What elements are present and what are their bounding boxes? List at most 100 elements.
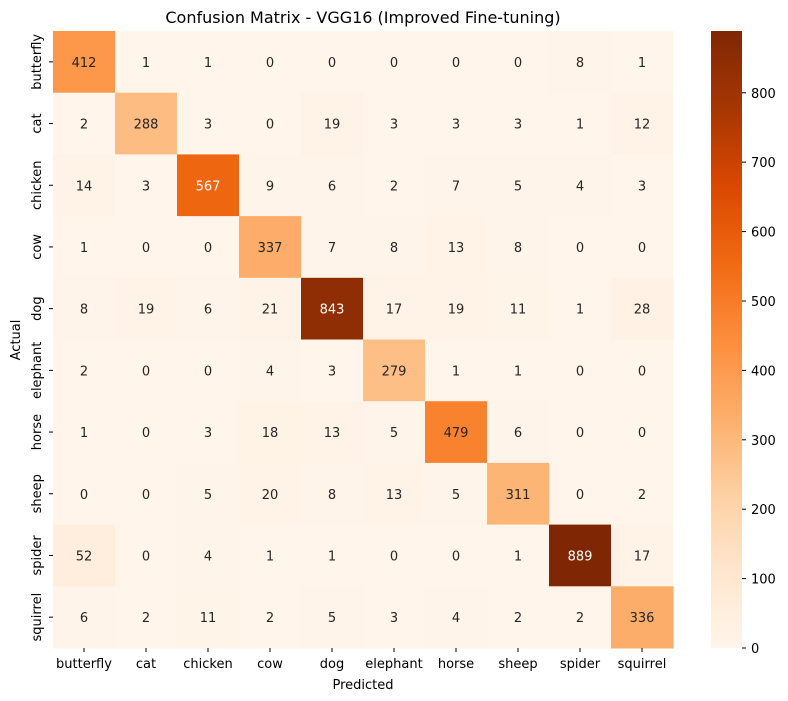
cell-value-label: 889 [568,549,593,564]
y-axis-label: Actual [9,320,24,361]
heatmap-cell [611,154,674,217]
heatmap-cell [425,216,488,279]
heatmap-cell [301,92,364,155]
cell-value-label: 0 [80,488,88,503]
heatmap-cell [549,92,612,155]
cell-value-label: 6 [204,303,212,318]
heatmap-cell [363,92,426,155]
cell-value-label: 279 [382,364,407,379]
cell-value-label: 52 [76,549,93,564]
heatmap-cell [239,339,302,402]
cell-value-label: 11 [200,611,217,626]
heatmap-cell [239,524,302,587]
heatmap-cell [363,277,426,340]
heatmap-cell [115,462,178,526]
cell-value-label: 4 [204,549,212,564]
cell-value-label: 0 [142,426,150,441]
heatmap-cell [239,462,302,526]
cell-value-label: 1 [452,364,460,379]
cell-value-label: 5 [328,611,336,626]
heatmap-cell [115,524,178,587]
heatmap-cell [301,216,364,279]
cell-value-label: 0 [266,56,274,71]
heatmap-cell [115,92,178,155]
cell-value-label: 288 [134,118,159,133]
heatmap-cell [549,31,612,94]
x-axis-ticks: butterfly cat chicken cow dog elephant horse sh… [56,648,666,672]
cell-value-label: 2 [390,179,398,194]
cell-value-label: 9 [266,179,274,194]
cell-value-label: 0 [452,56,460,71]
colorbar-tick-label: 200 [751,503,776,518]
cell-value-label: 3 [204,118,212,133]
y-tick-label: chicken [30,161,45,210]
heatmap-cell [53,92,116,155]
colorbar-tick-label: 100 [751,573,776,588]
colorbar-ticks: 0 100 200 300 400 500 600 700 800 [742,87,776,657]
cell-value-label: 2 [80,118,88,133]
x-tick-label: spider [560,657,601,672]
cell-value-label: 0 [638,426,646,441]
heatmap-cell [363,462,426,526]
cell-value-label: 12 [634,118,651,133]
heatmap-cell [363,154,426,217]
cell-value-label: 0 [328,56,336,71]
heatmap-cell [115,154,178,217]
cell-value-label: 6 [514,426,522,441]
y-tick-label: horse [30,414,45,450]
heatmap-cell [425,154,488,217]
cell-value-label: 0 [576,488,584,503]
colorbar-tick-label: 700 [751,156,776,171]
heatmap-cell [53,524,116,587]
y-axis-ticks: butterfly cat chicken cow dog elephant horse sh… [30,34,53,641]
cell-value-label: 1 [576,118,584,133]
cell-value-label: 13 [386,488,403,503]
cell-value-label: 0 [142,364,150,379]
cell-value-label: 479 [444,426,469,441]
cell-value-label: 13 [448,241,465,256]
heatmap-cell [177,586,240,649]
colorbar-tick-label: 600 [751,226,776,241]
heatmap-cell [611,31,674,94]
heatmap-cell [611,339,674,402]
x-axis-label: Predicted [332,678,393,693]
heatmap-cell [363,524,426,587]
cell-value-label: 19 [138,303,155,318]
cell-value-label: 18 [262,426,279,441]
x-tick-label: squirrel [618,657,667,672]
heatmap-cell [177,216,240,279]
cell-value-label: 8 [80,303,88,318]
heatmap-cell [177,92,240,155]
x-tick-label: cow [257,657,283,672]
cell-value-label: 1 [204,56,212,71]
heatmap-cell [177,524,240,587]
cell-value-label: 2 [514,611,522,626]
y-tick-label: elephant [30,342,45,399]
heatmap-cell [301,586,364,649]
heatmap-cell [239,154,302,217]
cell-value-label: 8 [328,488,336,503]
cell-value-label: 1 [80,241,88,256]
cell-value-label: 0 [576,364,584,379]
x-tick-label: dog [320,657,344,672]
cell-value-label: 0 [576,241,584,256]
cell-value-label: 5 [204,488,212,503]
cell-value-label: 0 [390,549,398,564]
heatmap-cell [549,586,612,649]
colorbar-tick-label: 500 [751,295,776,310]
cell-value-label: 1 [328,549,336,564]
heatmap-cell [239,277,302,340]
heatmap-cell [301,401,364,464]
y-tick-label: spider [30,535,45,576]
cell-value-label: 5 [452,488,460,503]
heatmap-cell [115,339,178,402]
cell-value-label: 7 [452,179,460,194]
cell-value-label: 3 [390,118,398,133]
y-tick-label: cat [30,113,45,133]
heatmap-cell [425,277,488,340]
heatmap-cell [53,462,116,526]
cell-value-label: 311 [506,488,531,503]
heatmap-cell [487,277,550,340]
colorbar-tick-label: 0 [751,642,759,657]
cell-value-label: 8 [514,241,522,256]
